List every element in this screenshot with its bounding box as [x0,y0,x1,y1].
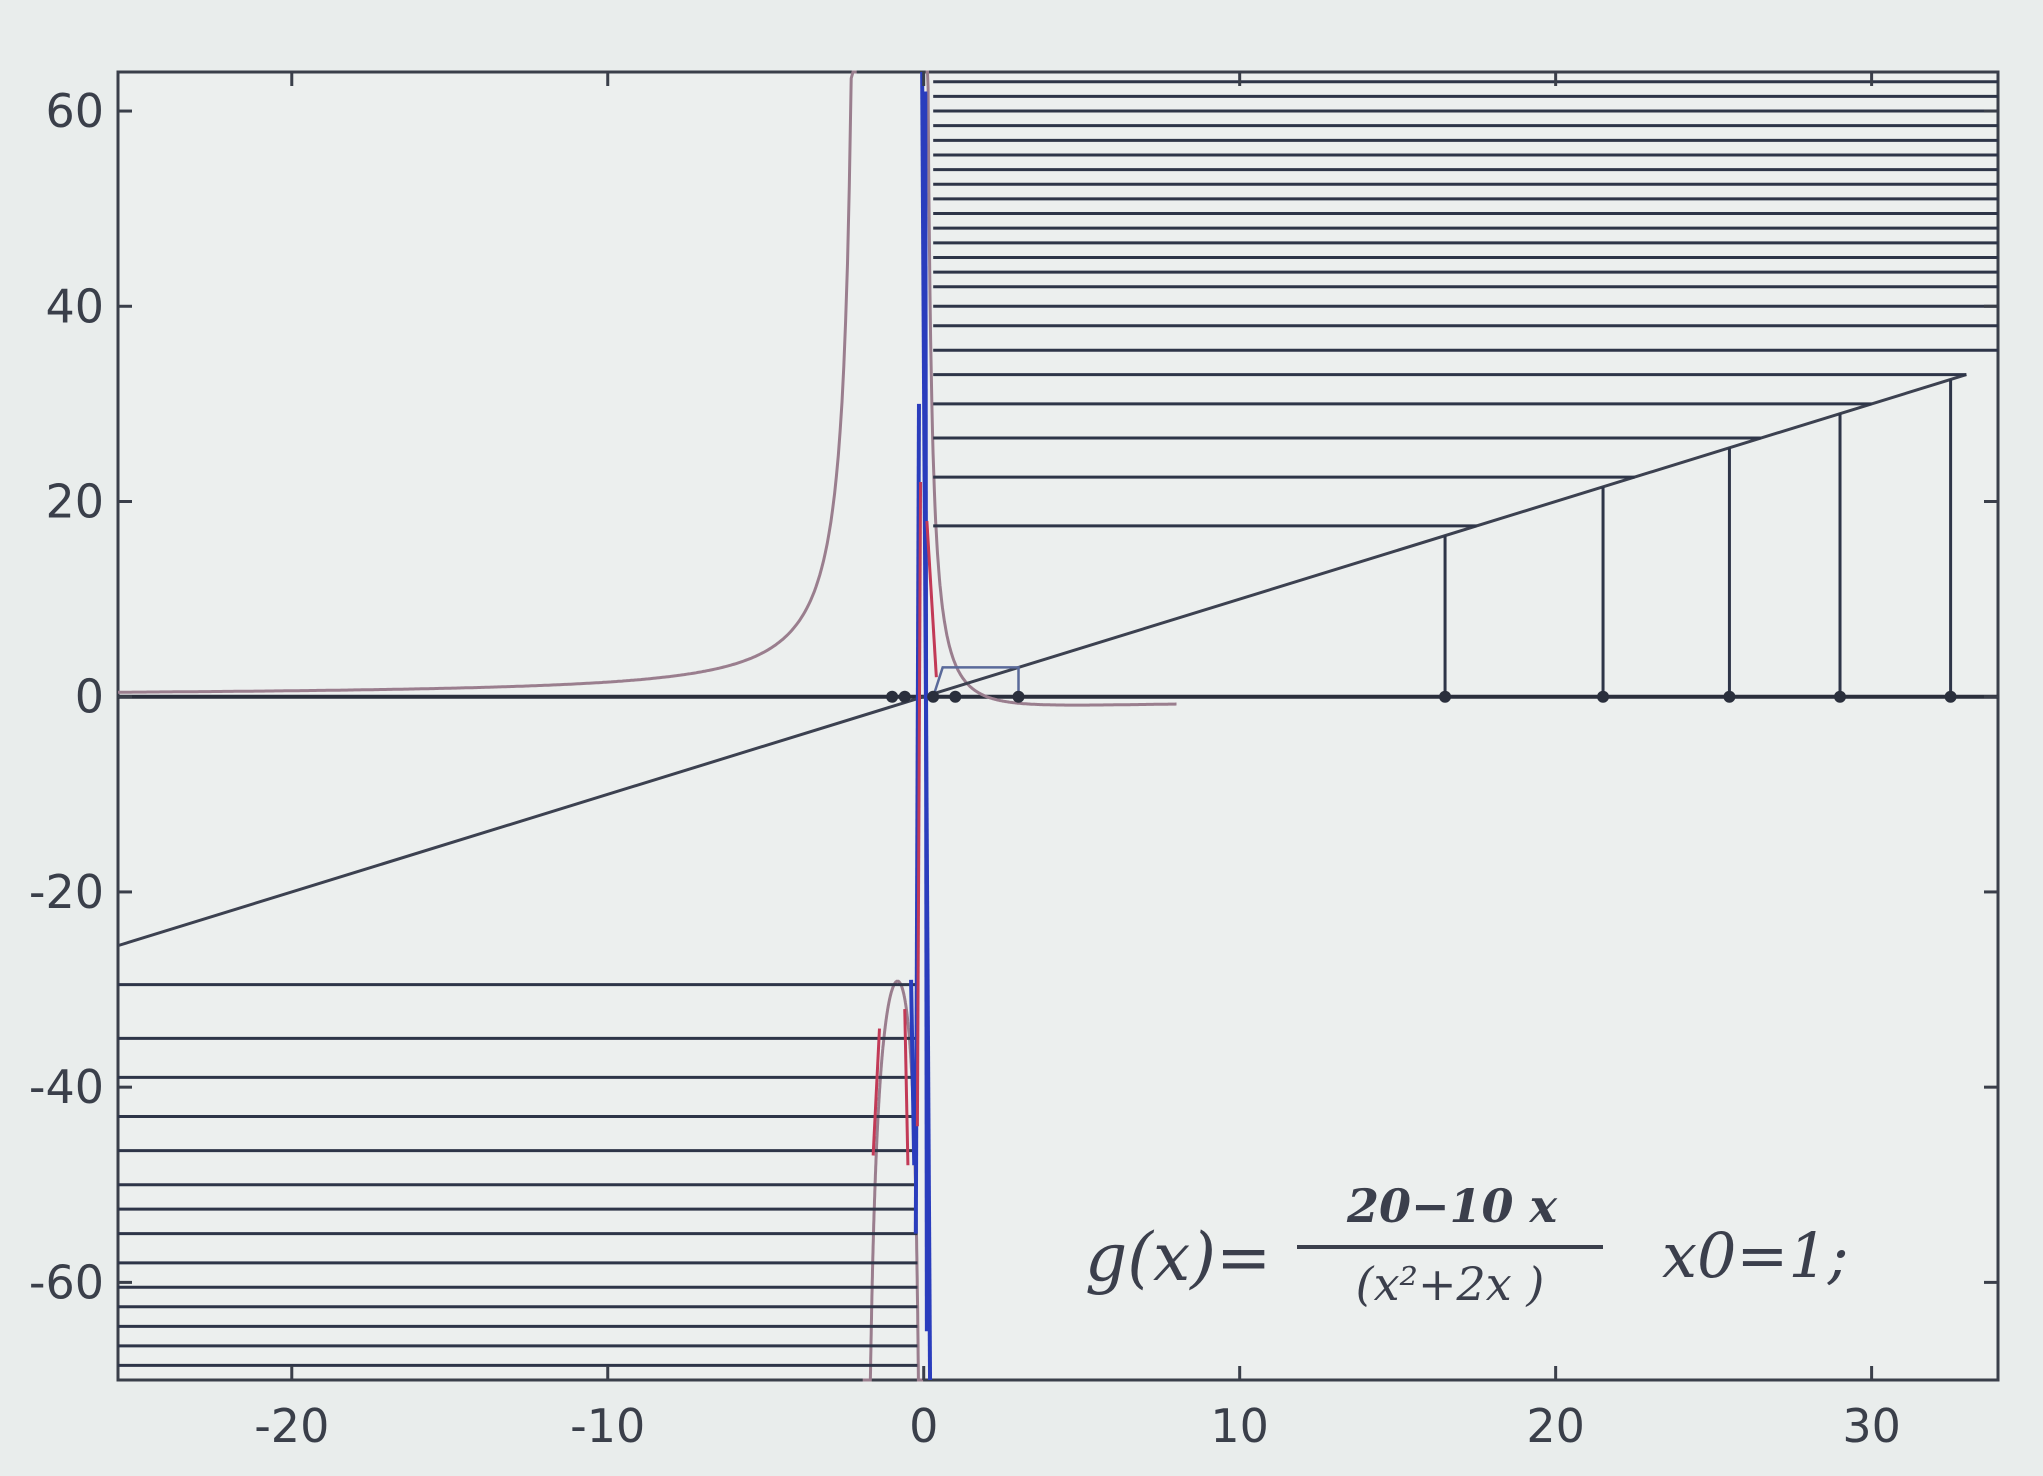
y-tick-label-3: 0 [75,670,104,724]
x-tick-label-4: 20 [1526,1399,1585,1453]
plot-area [116,70,2000,1382]
iterate-point-5 [1439,690,1452,703]
y-tick-label-6: -60 [29,1255,104,1309]
iterate-point-9 [1944,690,1957,703]
red-iteration-line-3 [925,520,938,678]
x-tick-label-5: 30 [1842,1399,1901,1453]
y-tick-label-2: 20 [45,474,104,528]
formula-denominator: (x²+2x ) [1355,1257,1545,1311]
formula-fraction-bar [1297,1245,1603,1249]
iterate-point-2 [927,690,940,703]
cobweb-near-origin [932,666,1020,698]
x-tick-label-2: 0 [909,1399,938,1453]
iterate-point-0 [886,690,899,703]
red-iteration-line-1 [903,1009,910,1166]
formula-numerator: 20−10 x [1346,1179,1557,1233]
red-iteration-line-0 [915,481,923,1127]
iterate-point-3 [949,690,962,703]
x-tick-label-0: -20 [254,1399,329,1453]
red-iteration-line-2 [871,1028,881,1156]
y-tick-label-4: -20 [29,865,104,919]
x-tick-label-3: 10 [1210,1399,1269,1453]
iterate-point-1 [898,690,911,703]
blue-iteration-line-1 [923,91,929,1332]
y-tick-label-0: 60 [45,84,104,138]
y-tick-label-5: -40 [29,1060,104,1114]
x-tick-label-1: -10 [570,1399,645,1453]
function-curve-left [118,70,857,694]
formula-lhs: g(x)= [1085,1219,1272,1296]
iterate-point-7 [1723,690,1736,703]
formula-annotation: g(x)= 20−10 x (x²+2x ) x0=1; [1085,1175,1905,1335]
blue-iteration-line-2 [909,979,917,1166]
iterate-point-8 [1834,690,1847,703]
y-tick-label-1: 40 [45,279,104,333]
iterate-point-6 [1597,690,1610,703]
initial-value-label: x0=1; [1662,1219,1849,1292]
identity-line [117,373,1967,948]
iterate-point-4 [1012,690,1025,703]
